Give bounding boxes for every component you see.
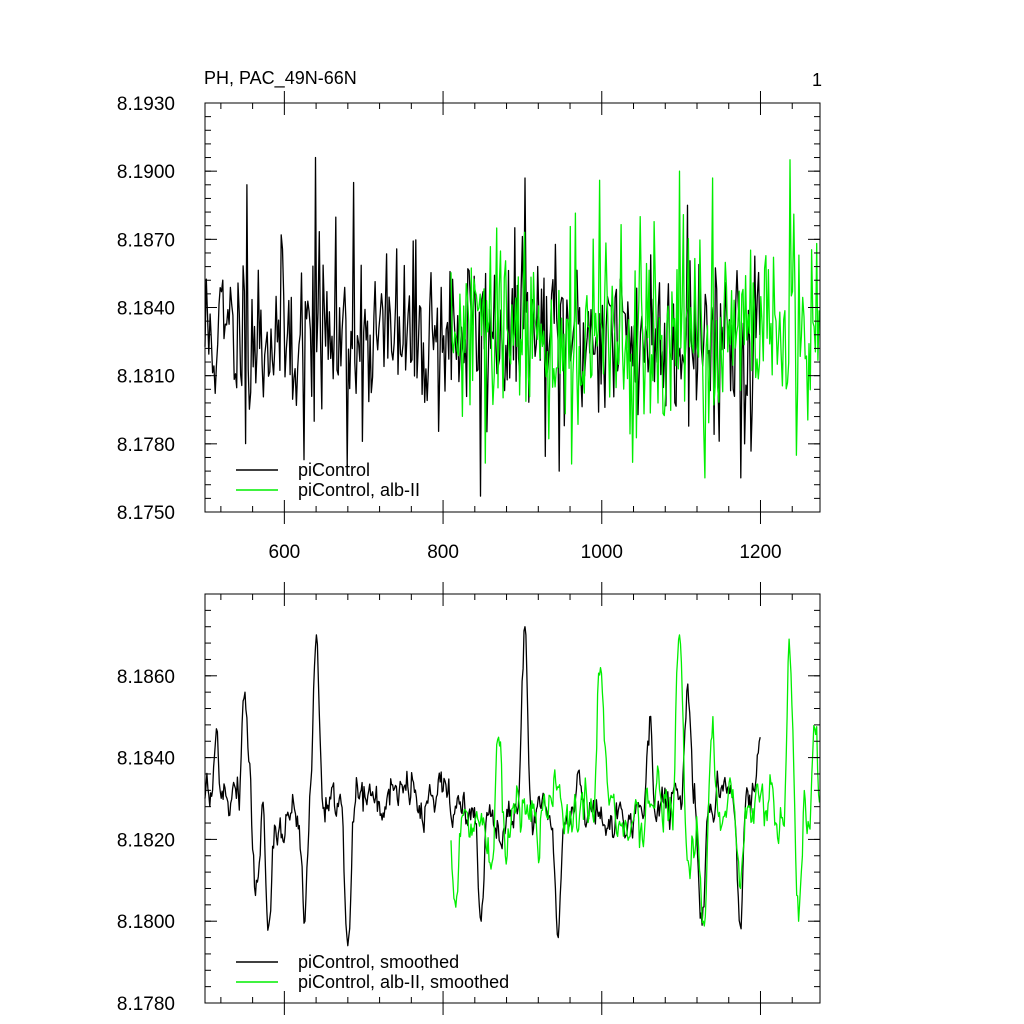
y-tick-label: 8.1820	[117, 830, 175, 851]
y-tick-label: 8.1840	[117, 749, 175, 770]
series-line-1	[450, 159, 820, 479]
y-tick-label: 8.1840	[117, 299, 175, 320]
axis-ticks: 8.1780 8.1800 8.1820 8.1840 8.1860	[117, 582, 820, 1015]
legend-label-piControl-smoothed: piControl, smoothed	[298, 952, 459, 972]
y-tick-label: 8.1810	[117, 367, 175, 388]
series-line-1	[450, 634, 821, 927]
top-panel: PH, PAC_49N-66N 1 600 800 1000 1200 8.1750 8.…	[117, 68, 822, 563]
x-tick-label: 1200	[739, 542, 781, 563]
series-group	[204, 156, 820, 497]
plot-frame	[204, 102, 821, 513]
legend-label-alb-II: piControl, alb-II	[298, 480, 420, 500]
plot-frame	[204, 593, 821, 1004]
chart-title: PH, PAC_49N-66N	[204, 68, 357, 89]
y-tick-label: 8.1780	[117, 994, 175, 1015]
y-tick-label: 8.1800	[117, 912, 175, 933]
y-tick-label: 8.1930	[117, 94, 175, 115]
y-tick-label: 8.1780	[117, 435, 175, 456]
x-tick-label: 600	[269, 542, 301, 563]
series-group	[204, 626, 821, 947]
x-tick-label: 1000	[581, 542, 623, 563]
x-tick-label: 800	[427, 542, 459, 563]
y-tick-label: 8.1900	[117, 162, 175, 183]
panel-label: 1	[812, 70, 822, 90]
legend: piControl piControl, alb-II	[236, 460, 420, 500]
legend-label-piControl: piControl	[298, 460, 370, 480]
bottom-panel: 8.1780 8.1800 8.1820 8.1840 8.1860 piControl…	[117, 582, 821, 1015]
legend: piControl, smoothed piControl, alb-II, s…	[236, 952, 509, 992]
legend-label-alb-II-smoothed: piControl, alb-II, smoothed	[298, 972, 509, 992]
y-tick-label: 8.1870	[117, 230, 175, 251]
series-line-0	[204, 626, 761, 947]
y-tick-label: 8.1860	[117, 667, 175, 688]
y-tick-label: 8.1750	[117, 503, 175, 524]
axis-ticks: 600 800 1000 1200 8.1750 8.1780 8.1810 8.1840 8.…	[117, 91, 820, 563]
